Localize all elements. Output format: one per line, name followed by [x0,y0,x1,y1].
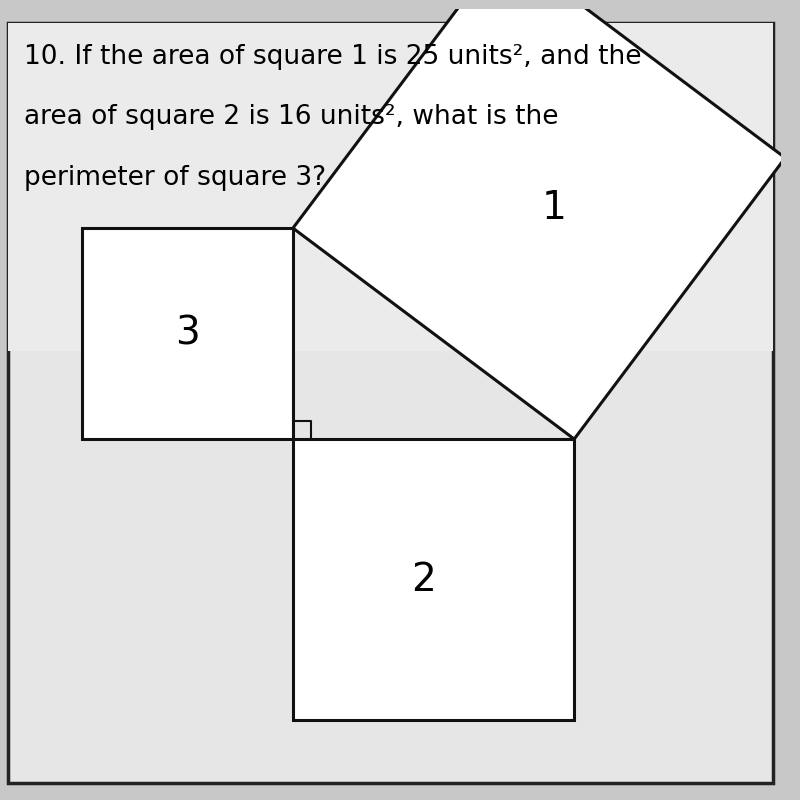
Polygon shape [293,439,574,720]
Bar [8,23,774,351]
Text: 2: 2 [411,561,436,598]
Text: area of square 2 is 16 units², what is the: area of square 2 is 16 units², what is t… [25,104,559,130]
Text: perimeter of square 3?: perimeter of square 3? [25,165,326,190]
Polygon shape [82,228,293,439]
Text: 3: 3 [175,314,200,353]
Text: 1: 1 [542,189,566,226]
Text: 10. If the area of square 1 is 25 units², and the: 10. If the area of square 1 is 25 units²… [25,43,642,70]
Polygon shape [293,0,785,439]
